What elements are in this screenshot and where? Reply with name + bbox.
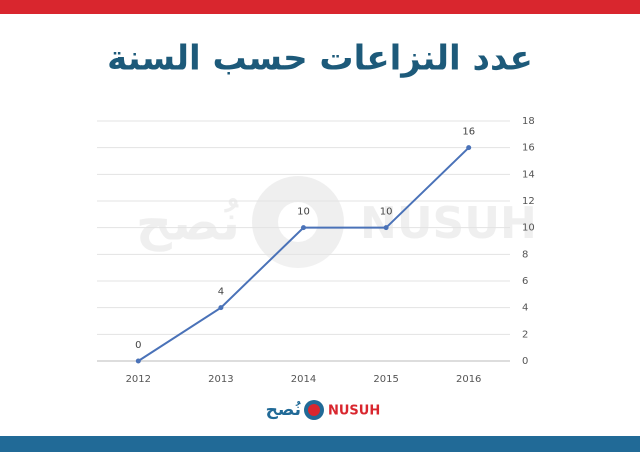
y-tick-label: 18 — [522, 116, 535, 127]
watermark-latin: NUSUH — [360, 198, 537, 249]
chart-title: عدد النزاعات حسب السنة — [107, 39, 533, 79]
data-label: 10 — [297, 207, 310, 218]
watermark-arabic: نُصح — [136, 194, 240, 253]
data-point — [135, 358, 141, 364]
x-tick-label: 2014 — [291, 374, 316, 385]
data-point — [466, 145, 472, 151]
y-tick-label: 0 — [522, 356, 528, 367]
y-tick-label: 6 — [522, 276, 528, 287]
logo-latin: NUSUH — [328, 404, 380, 419]
data-point — [218, 305, 224, 311]
data-label: 4 — [218, 287, 224, 298]
y-tick-label: 12 — [522, 196, 535, 207]
data-point — [383, 225, 389, 231]
data-point — [301, 225, 306, 231]
x-tick-label: 2015 — [373, 374, 398, 385]
top-bar — [0, 0, 640, 14]
watermark-hole — [278, 202, 318, 242]
x-tick-label: 2012 — [126, 374, 151, 385]
footer-logo: NUSUH نُصح — [266, 400, 380, 420]
x-tick-label: 2013 — [208, 374, 233, 385]
logo-arabic: نُصح — [266, 400, 301, 420]
y-tick-label: 4 — [522, 303, 528, 314]
watermark: NUSUH نُصح — [136, 176, 537, 268]
logo-dot — [308, 404, 320, 416]
bottom-bar — [0, 436, 640, 452]
y-tick-label: 8 — [522, 249, 528, 260]
data-label: 16 — [462, 127, 475, 138]
y-tick-label: 16 — [522, 143, 535, 154]
y-tick-label: 2 — [522, 329, 528, 340]
watermark-circle — [252, 176, 344, 268]
data-label: 0 — [135, 340, 141, 351]
x-tick-label: 2016 — [456, 374, 481, 385]
y-tick-label: 14 — [522, 169, 535, 180]
data-label: 10 — [380, 207, 393, 218]
y-tick-label: 10 — [522, 223, 535, 234]
